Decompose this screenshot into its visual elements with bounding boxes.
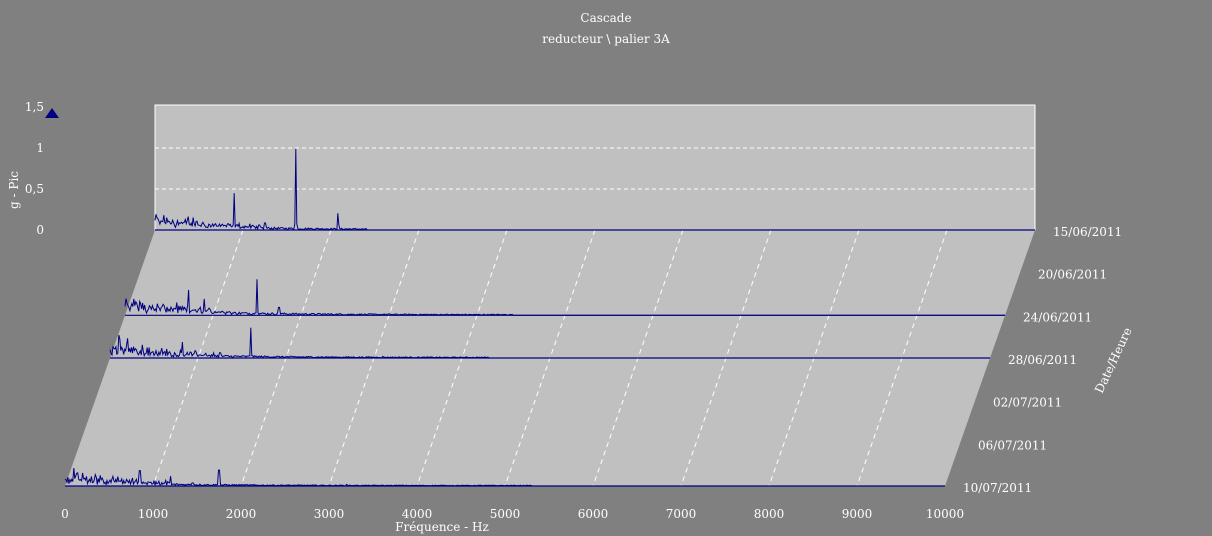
chart-subtitle: reducteur \ palier 3A: [542, 32, 670, 46]
x-tick-label: 6000: [578, 507, 609, 521]
x-tick-label: 5000: [490, 507, 521, 521]
y-axis-marker-icon: [45, 108, 59, 118]
x-tick-label: 2000: [226, 507, 257, 521]
chart-title: Cascade: [580, 11, 631, 25]
date-tick-label: 28/06/2011: [1008, 353, 1077, 367]
x-axis-ticks: 0 1000 2000 3000 4000 5000 6000 7000 8000 9000 100…: [61, 507, 964, 521]
date-tick-label: 10/07/2011: [963, 481, 1032, 495]
date-tick-label: 24/06/2011: [1023, 310, 1092, 324]
date-axis-ticks: 15/06/2011 20/06/2011 24/06/2011 28/06/2011…: [963, 225, 1122, 495]
x-tick-label: 9000: [842, 507, 873, 521]
date-tick-label: 20/06/2011: [1038, 268, 1107, 282]
y-tick-label: 1,5: [25, 100, 44, 114]
x-tick-label: 8000: [754, 507, 785, 521]
x-tick-label: 3000: [314, 507, 345, 521]
x-axis-label: Fréquence - Hz: [395, 520, 489, 534]
x-tick-label: 10000: [926, 507, 964, 521]
date-axis-label: Date/Heure: [1092, 325, 1135, 395]
back-wall: [154, 104, 1036, 231]
y-axis-label: g - Pic: [7, 171, 21, 209]
date-tick-label: 02/07/2011: [993, 396, 1062, 410]
y-axis-ticks: 0 0,5 1 1,5: [25, 100, 44, 237]
y-tick-label: 1: [36, 141, 44, 155]
y-tick-label: 0,5: [25, 182, 44, 196]
back-wall-panel: [154, 104, 1036, 231]
date-tick-label: 06/07/2011: [978, 438, 1047, 452]
x-tick-label: 7000: [666, 507, 697, 521]
x-tick-label: 0: [61, 507, 69, 521]
y-tick-label: 0: [36, 223, 44, 237]
date-tick-label: 15/06/2011: [1053, 225, 1122, 239]
x-tick-label: 4000: [402, 507, 433, 521]
x-tick-label: 1000: [138, 507, 169, 521]
spectra: [64, 148, 1035, 487]
